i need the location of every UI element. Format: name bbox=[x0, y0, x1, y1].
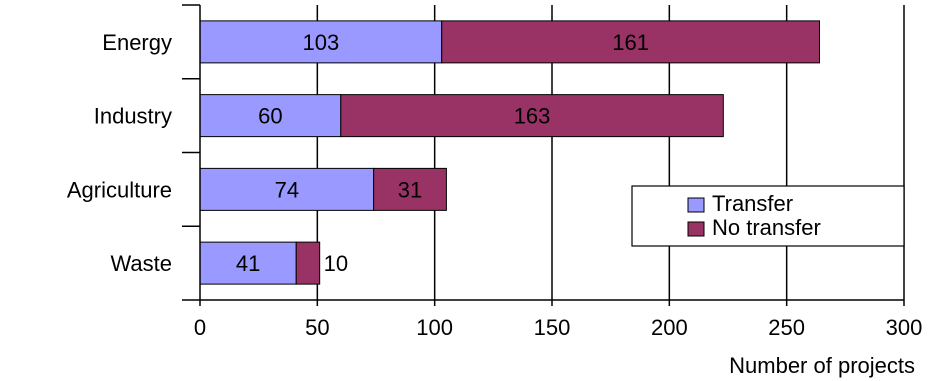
category-label-waste: Waste bbox=[110, 251, 172, 276]
bar-agriculture-no-transfer bbox=[373, 167, 447, 211]
data-label-energy-transfer: 103 bbox=[302, 30, 339, 55]
bar-waste-transfer bbox=[199, 241, 297, 285]
x-tick-label-50: 50 bbox=[305, 315, 329, 340]
x-tick-label-100: 100 bbox=[416, 315, 453, 340]
x-tick-label-0: 0 bbox=[194, 315, 206, 340]
x-tick-label-300: 300 bbox=[886, 315, 923, 340]
data-label-agriculture-transfer: 74 bbox=[275, 177, 299, 202]
bar-industry-transfer bbox=[199, 94, 342, 138]
bar-agriculture-transfer bbox=[199, 167, 375, 211]
bars-layer bbox=[199, 20, 821, 285]
category-label-energy: Energy bbox=[102, 30, 172, 55]
bar-energy-no-transfer bbox=[441, 20, 821, 64]
data-label-energy-no-transfer: 161 bbox=[612, 30, 649, 55]
legend-label-transfer: Transfer bbox=[712, 191, 793, 216]
data-label-waste-no-transfer: 10 bbox=[324, 251, 348, 276]
category-label-agriculture: Agriculture bbox=[67, 177, 172, 202]
category-label-industry: Industry bbox=[94, 104, 172, 129]
bar-waste-no-transfer bbox=[295, 241, 321, 285]
bar-industry-no-transfer bbox=[340, 94, 724, 138]
legend-swatch-no-transfer bbox=[687, 221, 705, 237]
legend-box bbox=[631, 185, 905, 247]
data-label-industry-transfer: 60 bbox=[258, 104, 282, 129]
x-tick-label-150: 150 bbox=[534, 315, 571, 340]
data-label-agriculture-no-transfer: 31 bbox=[398, 177, 422, 202]
data-label-waste-transfer: 41 bbox=[236, 251, 260, 276]
labels-layer: Energy 103 161 Industry 60 163 Agriculture 74 31… bbox=[67, 30, 649, 276]
x-tick-label-200: 200 bbox=[651, 315, 688, 340]
data-label-industry-no-transfer: 163 bbox=[514, 104, 551, 129]
legend-swatch-transfer bbox=[687, 197, 705, 213]
x-axis-title: Number of projects bbox=[729, 353, 915, 378]
x-tick-label-250: 250 bbox=[768, 315, 805, 340]
legend-label-no-transfer: No transfer bbox=[712, 215, 821, 240]
axes-layer: 0 50 100 150 200 250 300 bbox=[182, 4, 923, 340]
